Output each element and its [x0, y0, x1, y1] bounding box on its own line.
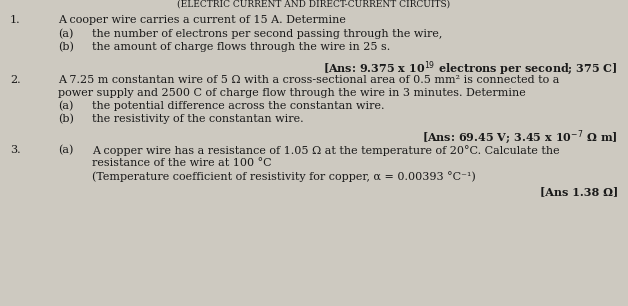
Text: A cooper wire carries a current of 15 A. Determine: A cooper wire carries a current of 15 A.…: [58, 15, 346, 25]
Text: 3.: 3.: [10, 145, 21, 155]
Text: (Temperature coefficient of resistivity for copper, α = 0.00393 °C⁻¹): (Temperature coefficient of resistivity …: [92, 171, 476, 182]
Text: (b): (b): [58, 114, 74, 124]
Text: (ELECTRIC CURRENT AND DIRECT-CURRENT CIRCUITS): (ELECTRIC CURRENT AND DIRECT-CURRENT CIR…: [178, 0, 450, 9]
Text: power supply and 2500 C of charge flow through the wire in 3 minutes. Determine: power supply and 2500 C of charge flow t…: [58, 88, 526, 98]
Text: A copper wire has a resistance of 1.05 Ω at the temperature of 20°C. Calculate t: A copper wire has a resistance of 1.05 Ω…: [92, 145, 560, 156]
Text: (a): (a): [58, 145, 73, 155]
Text: [Ans: 69.45 V; 3.45 x 10$^{-7}$ Ω m]: [Ans: 69.45 V; 3.45 x 10$^{-7}$ Ω m]: [422, 128, 618, 146]
Text: the potential difference across the constantan wire.: the potential difference across the cons…: [92, 101, 384, 111]
Text: [Ans 1.38 Ω]: [Ans 1.38 Ω]: [539, 186, 618, 197]
Text: 1.: 1.: [10, 15, 21, 25]
Text: (b): (b): [58, 42, 74, 52]
Text: (a): (a): [58, 29, 73, 39]
Text: resistance of the wire at 100 °C: resistance of the wire at 100 °C: [92, 158, 272, 168]
Text: the resistivity of the constantan wire.: the resistivity of the constantan wire.: [92, 114, 303, 124]
Text: A 7.25 m constantan wire of 5 Ω with a cross-sectional area of 0.5 mm² is connec: A 7.25 m constantan wire of 5 Ω with a c…: [58, 75, 560, 85]
Text: (a): (a): [58, 101, 73, 111]
Text: the amount of charge flows through the wire in 25 s.: the amount of charge flows through the w…: [92, 42, 390, 52]
Text: [Ans: 9.375 x 10$^{19}$ electrons per second; 375 C]: [Ans: 9.375 x 10$^{19}$ electrons per se…: [323, 59, 618, 77]
Text: the number of electrons per second passing through the wire,: the number of electrons per second passi…: [92, 29, 442, 39]
Text: 2.: 2.: [10, 75, 21, 85]
